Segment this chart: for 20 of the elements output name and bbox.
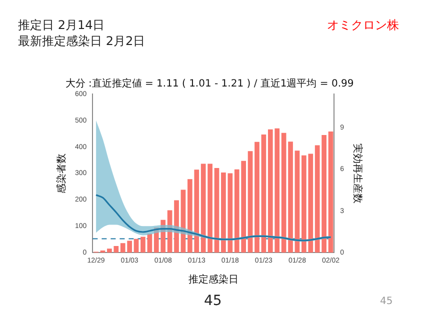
bar	[254, 142, 260, 253]
bar	[214, 168, 220, 253]
bar	[134, 238, 139, 253]
bar	[281, 132, 286, 253]
y-axis-title: 感染者数	[56, 153, 68, 194]
text: オミクロン株	[327, 17, 399, 34]
bar	[248, 151, 253, 253]
bar	[261, 134, 266, 253]
line-series	[95, 194, 332, 242]
bar	[294, 150, 300, 253]
chart-title: 大分 :直近推定値 = 1.11 ( 1.01 - 1.21 ) / 直近1週平均 = 0.99	[65, 78, 354, 90]
bar	[140, 236, 146, 253]
text: 最新推定感染日 2月2日	[18, 33, 146, 50]
bar	[328, 132, 334, 253]
text: 45	[380, 296, 393, 307]
text: 推定日 2月14日	[18, 17, 105, 34]
text: 45	[204, 293, 222, 309]
bar	[288, 142, 293, 253]
x-axis-title: 推定感染日	[188, 274, 238, 286]
y2-axis-title: 実効再生産数	[351, 143, 364, 204]
